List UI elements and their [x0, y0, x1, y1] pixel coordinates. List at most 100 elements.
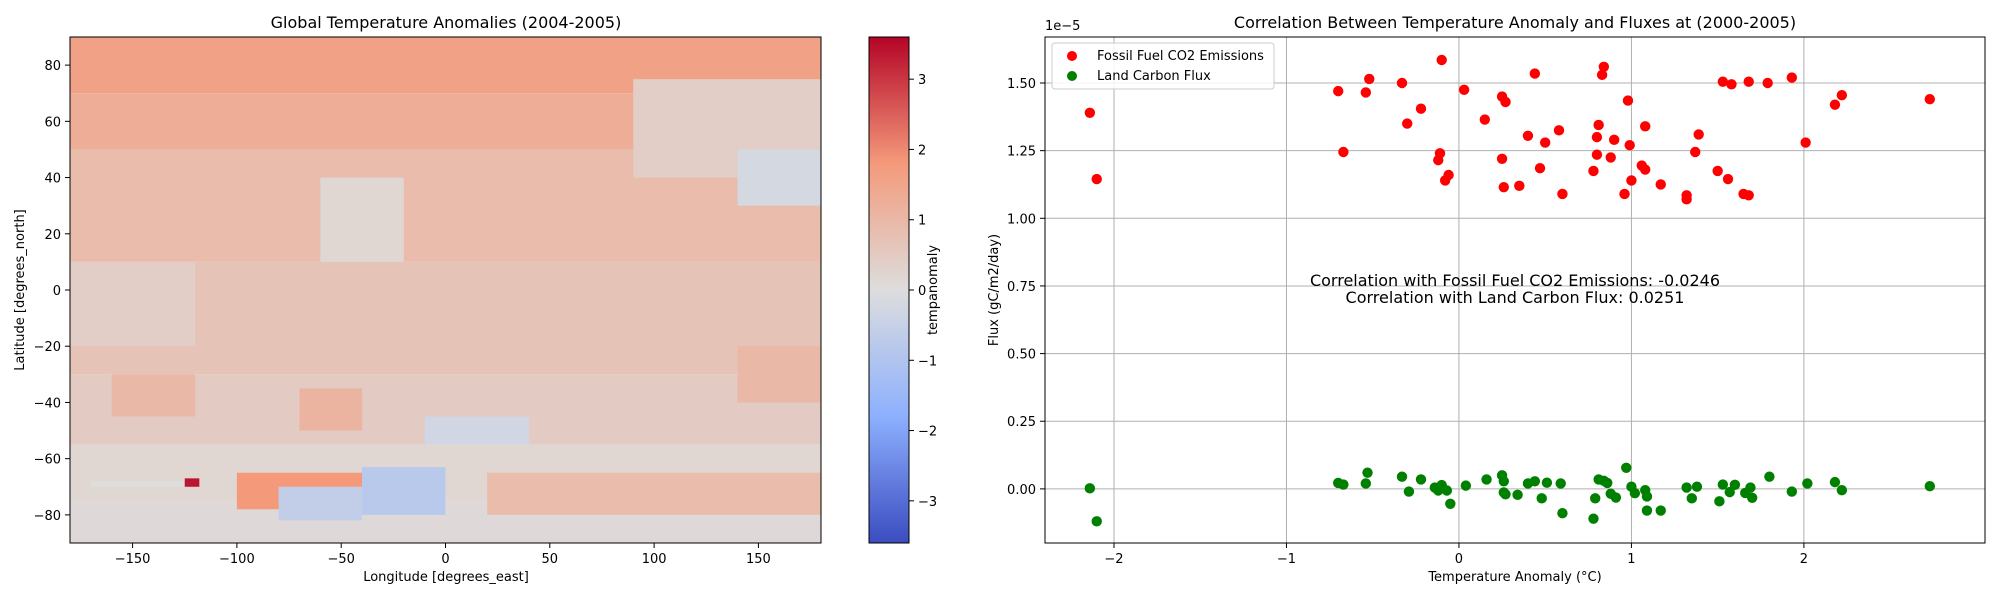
scatter-y-tick-label: 0.50	[1007, 348, 1036, 363]
scatter-point-fossil	[1924, 94, 1936, 105]
heatmap-y-tick-label: 0	[53, 284, 61, 299]
heatmap-x-tick-label: −100	[219, 552, 255, 567]
scatter-point-land	[1445, 498, 1456, 509]
heatmap-x-tick-label: −150	[115, 552, 151, 567]
scatter-y-tick-label: 0.25	[1007, 415, 1036, 430]
heatmap-region-16	[278, 486, 363, 521]
colorbar-tick-label: −3	[918, 495, 937, 510]
heatmap-cells	[70, 37, 821, 543]
heatmap-y-tick-label: 40	[44, 172, 61, 187]
heatmap-region-12	[737, 346, 821, 403]
scatter-point-fossil	[1786, 72, 1798, 83]
scatter-y-ticks: 0.00 0.25 0.50 0.75 1.00 1.25 1.50	[1007, 77, 1045, 498]
legend-label-land: Land Carbon Flux	[1097, 69, 1211, 84]
scatter-point-fossil	[1681, 194, 1692, 205]
scatter-point-fossil	[1591, 149, 1603, 160]
scatter-point-fossil	[1722, 173, 1734, 185]
scatter-x-label: Temperature Anomaly (°C)	[1427, 570, 1601, 585]
scatter-point-land	[1541, 477, 1553, 488]
heatmap-y-tick-label: 60	[44, 115, 61, 130]
scatter-point-fossil	[1333, 85, 1344, 97]
scatter-y-tick-label: 0.00	[1007, 483, 1036, 498]
scatter-point-fossil	[1443, 169, 1454, 181]
scatter-point-land	[1641, 505, 1653, 516]
colorbar-tick-label: −2	[918, 425, 937, 440]
scatter-frame	[1044, 36, 1986, 544]
scatter-point-fossil	[1091, 173, 1102, 185]
scatter-point-land	[1588, 513, 1599, 524]
scatter-point-fossil	[1458, 84, 1470, 95]
scatter-point-land	[1655, 505, 1666, 516]
scatter-grid	[1045, 37, 1985, 543]
scatter-point-land	[1786, 486, 1798, 497]
heatmap-x-tick-label: 100	[642, 552, 667, 567]
heatmap-x-tick-label: −50	[327, 552, 354, 567]
scatter-x-tick-label: −1	[1277, 552, 1296, 567]
scatter-point-fossil	[1529, 68, 1541, 79]
heatmap-region-10	[70, 261, 196, 347]
scatter-point-land	[1481, 474, 1492, 485]
scatter-point-land	[1924, 480, 1936, 492]
scatter-point-land	[1691, 481, 1703, 492]
scatter-point-land	[1460, 480, 1472, 491]
scatter-point-land	[1512, 489, 1523, 501]
scatter-point-land	[1745, 482, 1756, 493]
scatter-point-fossil	[1693, 129, 1704, 140]
scatter-point-land	[1084, 483, 1096, 494]
scatter-point-land	[1621, 462, 1632, 473]
scatter-point-fossil	[1608, 134, 1620, 146]
scatter-y-tick-label: 1.50	[1007, 77, 1036, 92]
heatmap-y-tick-label: 80	[44, 59, 61, 74]
scatter-x-tick-label: 0	[1455, 552, 1463, 567]
scatter-point-fossil	[1829, 99, 1841, 110]
scatter-point-fossil	[1800, 137, 1811, 148]
scatter-point-fossil	[1605, 152, 1616, 163]
scatter-point-fossil	[1402, 118, 1413, 129]
scatter-y-tick-label: 0.75	[1007, 280, 1036, 295]
scatter-point-fossil	[1364, 73, 1375, 85]
scatter-point-fossil	[1593, 119, 1604, 131]
scatter-point-fossil	[1539, 137, 1551, 148]
scatter-x-ticks: −2 −1 0 1 2	[1104, 543, 1808, 567]
scatter-point-fossil	[1717, 76, 1729, 87]
scatter-point-land	[1629, 488, 1641, 499]
scatter-point-fossil	[1557, 188, 1568, 200]
heatmap-y-tick-label: −60	[34, 453, 61, 468]
colorbar-tick-label: 2	[918, 143, 926, 158]
scatter-y-tick-label: 1.25	[1007, 145, 1036, 160]
heatmap-x-tick-label: 150	[746, 552, 771, 567]
colorbar-tick-label: 3	[918, 73, 926, 88]
heatmap-region-3	[70, 261, 821, 375]
colorbar-ticks: 3 2 1 0 −1 −2 −3	[909, 73, 937, 510]
scatter-point-fossil	[1596, 69, 1608, 81]
scatter-point-fossil	[1726, 79, 1737, 90]
scatter-point-land	[1641, 491, 1653, 502]
scatter-point-fossil	[1743, 76, 1754, 87]
scatter-point-land	[1557, 508, 1568, 519]
colorbar	[868, 36, 910, 544]
legend-marker-land	[1067, 71, 1077, 81]
heatmap-x-tick-label: 50	[542, 552, 559, 567]
scatter-point-land	[1415, 474, 1427, 485]
scatter-title: Correlation Between Temperature Anomaly …	[1234, 13, 1796, 32]
scatter-point-fossil	[1553, 125, 1565, 136]
scatter-point-land	[1836, 485, 1848, 496]
heatmap-y-label: Latitude [degrees_north]	[13, 209, 28, 370]
scatter-point-land	[1717, 479, 1729, 490]
scatter-point-land	[1590, 493, 1601, 504]
heatmap-title: Global Temperature Anomalies (2004-2005)	[271, 13, 622, 32]
legend-marker-fossil	[1067, 51, 1077, 61]
legend: Fossil Fuel CO2 Emissions Land Carbon Fl…	[1051, 42, 1275, 90]
scatter-points	[1084, 54, 1936, 527]
scatter-point-fossil	[1522, 130, 1534, 141]
heatmap-region-20	[184, 478, 200, 487]
scatter-point-fossil	[1415, 103, 1427, 114]
scatter-point-fossil	[1338, 146, 1349, 158]
scatter-point-fossil	[1396, 77, 1408, 89]
scatter-point-land	[1686, 493, 1697, 504]
heatmap-x-label: Longitude [degrees_east]	[363, 570, 529, 585]
heatmap-y-tick-label: −40	[34, 396, 61, 411]
scatter-x-tick-label: 1	[1627, 552, 1635, 567]
